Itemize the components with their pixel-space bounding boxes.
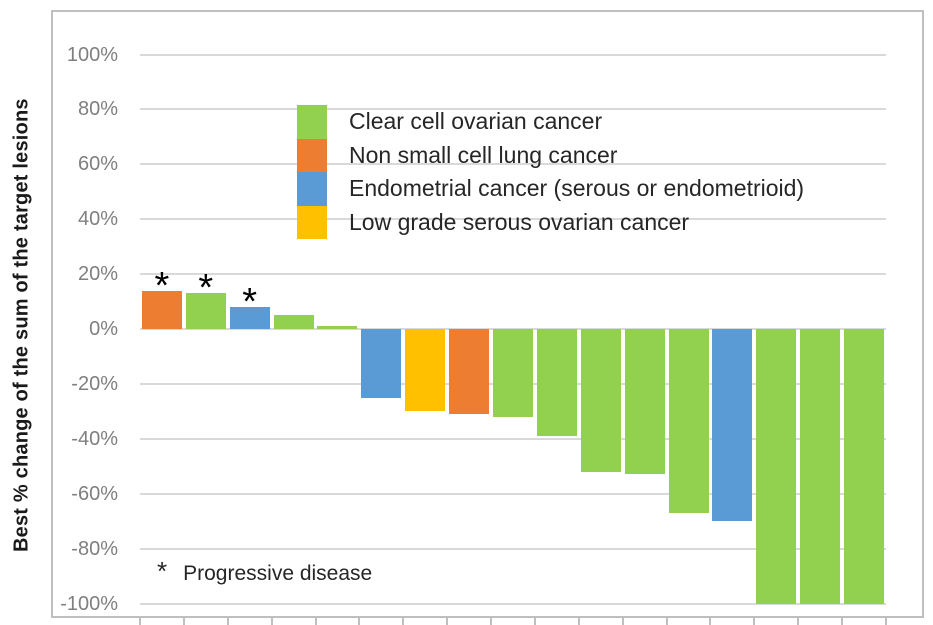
bar — [668, 329, 709, 513]
bar — [712, 329, 753, 522]
x-axis-tick — [358, 616, 361, 625]
y-tick-label: 60% — [77, 153, 118, 176]
gridline — [140, 218, 886, 221]
legend-label: Endometrial cancer (serous or endometrio… — [349, 175, 805, 202]
bar — [800, 329, 841, 604]
figure-border — [51, 10, 924, 618]
bar — [361, 329, 402, 398]
bar — [185, 293, 226, 329]
gridline — [140, 602, 886, 605]
bar — [229, 307, 270, 329]
legend-label: Non small cell lung cancer — [349, 141, 618, 168]
progressive-disease-marker: * — [242, 281, 258, 324]
bar — [624, 329, 665, 475]
y-tick-label: 40% — [77, 208, 118, 231]
x-axis-tick — [753, 616, 756, 625]
footnote-progressive-disease: * Progressive disease — [157, 556, 372, 587]
legend-swatch — [297, 105, 327, 139]
x-axis-tick — [665, 616, 668, 625]
legend-item: Low grade serous ovarian cancer — [297, 205, 804, 240]
legend-swatch — [297, 205, 327, 240]
bar — [273, 315, 314, 329]
y-tick-label: 0% — [89, 318, 118, 340]
bar — [844, 329, 885, 604]
x-axis-tick — [402, 616, 405, 625]
bar — [317, 326, 358, 329]
legend-label: Low grade serous ovarian cancer — [349, 209, 690, 236]
y-tick-label: -20% — [71, 372, 118, 395]
gridline — [140, 108, 886, 111]
bar — [493, 329, 533, 417]
gridline — [140, 53, 886, 56]
x-axis-tick — [182, 616, 185, 625]
bar — [580, 329, 621, 472]
legend-swatch — [297, 172, 327, 206]
legend-item: Non small cell lung cancer — [297, 138, 804, 173]
progressive-disease-marker: * — [154, 264, 170, 307]
x-axis-tick — [841, 616, 844, 625]
legend-label: Clear cell ovarian cancer — [349, 108, 603, 135]
bar — [405, 329, 446, 412]
x-axis-tick — [314, 616, 317, 625]
x-axis-tick — [533, 616, 536, 625]
bar — [756, 329, 797, 604]
gridline — [140, 163, 886, 166]
gridline — [140, 492, 886, 495]
legend-swatch — [297, 138, 327, 173]
y-tick-label: -60% — [71, 482, 118, 505]
legend-item: Endometrial cancer (serous or endometrio… — [297, 172, 804, 206]
bar — [449, 329, 490, 415]
x-axis-tick — [490, 616, 493, 625]
footnote-text: Progressive disease — [183, 562, 373, 585]
x-axis-tick — [577, 616, 580, 625]
x-axis-tick — [446, 616, 449, 625]
y-tick-label: -40% — [71, 427, 118, 450]
x-axis-tick — [709, 616, 712, 625]
gridline — [140, 273, 886, 276]
gridline — [140, 437, 886, 440]
y-tick-label: 80% — [77, 98, 118, 121]
x-axis-tick — [797, 616, 800, 625]
x-axis-tick — [139, 616, 141, 625]
y-tick-label: -100% — [60, 592, 118, 615]
bar — [141, 290, 182, 329]
x-axis-tick — [226, 616, 229, 625]
x-axis-tick — [270, 616, 273, 625]
y-tick-label: 100% — [66, 43, 118, 66]
x-axis-tick — [621, 616, 624, 625]
y-tick-label: 20% — [77, 263, 118, 286]
x-axis-tick — [885, 616, 887, 625]
progressive-disease-marker: * — [198, 267, 214, 310]
gridline — [140, 547, 886, 550]
y-tick-label: -80% — [71, 537, 118, 560]
bar — [536, 329, 577, 437]
legend: Clear cell ovarian cancer Non small cell … — [297, 105, 804, 240]
asterisk-marker: * — [157, 556, 168, 586]
legend-item: Clear cell ovarian cancer — [297, 105, 804, 139]
